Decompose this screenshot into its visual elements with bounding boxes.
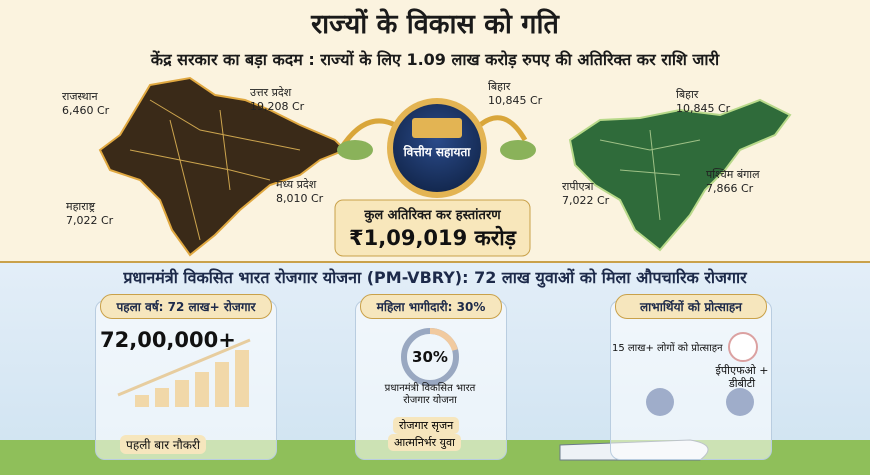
state-amount: 10,845 Cr — [676, 102, 731, 115]
subtitle: केंद्र सरकार का बड़ा कदम : राज्यों के लि… — [150, 50, 720, 69]
state-amount: 7,022 Cr — [562, 194, 610, 207]
state-label: बिहार 10,845 Cr — [676, 88, 730, 116]
panel-title: महिला भागीदारी: 30% — [360, 294, 502, 319]
state-label: रापीएत्रा 7,022 Cr — [562, 180, 609, 208]
state-amount: 7,866 Cr — [706, 182, 754, 195]
panel — [95, 300, 277, 460]
panel-badge: ईपीएफओ + डीबीटी — [715, 364, 769, 390]
state-label: उत्तर प्रदेश 19,208 Cr — [250, 86, 304, 114]
state-label: पश्चिम बंगाल 7,866 Cr — [706, 168, 760, 196]
panel-title: लाभार्थियों को प्रोत्साहन — [615, 294, 767, 319]
panel — [610, 300, 772, 460]
state-name: राजस्थान — [62, 90, 98, 103]
state-name: पश्चिम बंगाल — [706, 168, 760, 181]
state-name: उत्तर प्रदेश — [250, 86, 292, 99]
scheme-title: प्रधानमंत्री विकसित भारत रोजगार योजना (P… — [123, 268, 747, 287]
tag: आत्मनिर्भर युवा — [388, 434, 461, 451]
total-amount: ₹1,09,019 करोड़ — [349, 226, 516, 250]
state-name: मध्य प्रदेश — [276, 178, 317, 191]
panel-figure: 30% — [412, 348, 448, 366]
panel-figure: 72,00,000+ — [100, 328, 236, 352]
panel-title: पहला वर्ष: 72 लाख+ रोजगार — [100, 294, 272, 319]
panel — [355, 300, 507, 460]
state-amount: 8,010 Cr — [276, 192, 324, 205]
state-name: महाराष्ट्र — [66, 200, 96, 213]
tag: रोजगार सृजन — [393, 417, 460, 434]
state-label: राजस्थान 6,460 Cr — [62, 90, 109, 118]
panel-caption: पहली बार नौकरी — [120, 435, 206, 454]
seal-label: वित्तीय सहायता — [403, 145, 471, 159]
state-name: बिहार — [488, 80, 511, 93]
state-label: महाराष्ट्र 7,022 Cr — [66, 200, 113, 228]
state-amount: 6,460 Cr — [62, 104, 110, 117]
state-label: मध्य प्रदेश 8,010 Cr — [276, 178, 323, 206]
state-amount: 10,845 Cr — [488, 94, 543, 107]
flow-label: बिहार 10,845 Cr — [488, 80, 542, 108]
panel-note: 15 लाख+ लोगों को प्रोत्साहन — [612, 343, 723, 354]
state-amount: 7,022 Cr — [66, 214, 114, 227]
logo-text: प्रधानमंत्री विकसित भारत रोजगार योजना — [384, 383, 476, 406]
state-name: बिहार — [676, 88, 699, 101]
total-label: कुल अतिरिक्त कर हस्तांतरण — [364, 208, 501, 223]
title: राज्यों के विकास को गति — [311, 9, 559, 40]
state-amount: 19,208 Cr — [250, 100, 305, 113]
state-name: रापीएत्रा — [562, 180, 594, 193]
